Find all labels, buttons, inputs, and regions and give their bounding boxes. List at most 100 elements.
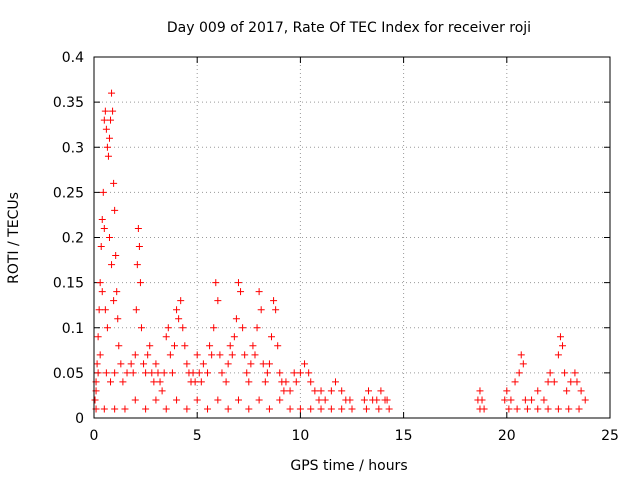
data-point [234,279,242,287]
data-point [110,179,118,187]
data-point [581,396,589,404]
data-point [476,387,484,395]
data-point [156,378,164,386]
y-tick-label: 0 [75,411,84,427]
data-point [152,396,160,404]
data-point [123,369,131,377]
data-point [556,333,564,341]
data-point [177,297,185,305]
data-point [204,405,212,413]
data-point [132,306,140,314]
x-tick-label: 10 [291,428,309,444]
data-point [181,342,189,350]
data-point [511,378,519,386]
data-point [327,387,335,395]
data-point [265,360,273,368]
data-point [119,378,127,386]
data-point [245,405,253,413]
data-point [230,333,238,341]
data-point [385,405,393,413]
data-point [160,369,168,377]
data-point [117,360,125,368]
data-point [99,188,107,196]
data-point [100,405,108,413]
data-point [561,369,569,377]
data-point [251,351,259,359]
data-point [191,378,199,386]
data-point [348,405,356,413]
data-point [98,288,106,296]
data-point [173,306,181,314]
data-point [327,405,335,413]
data-point [234,396,242,404]
data-point [317,387,325,395]
data-point [265,405,273,413]
data-point [276,396,284,404]
x-tick-labels: 0 5 10 15 20 25 [90,428,619,444]
data-point [154,369,162,377]
data-point [305,369,313,377]
data-point [307,378,315,386]
data-point [478,396,486,404]
axis-ticks [93,56,611,419]
data-point [108,89,116,97]
data-point [162,333,170,341]
grid-lines [94,57,610,418]
data-point [261,378,269,386]
data-point [292,378,300,386]
data-point [515,369,523,377]
data-point [226,342,234,350]
y-tick-label: 0.15 [53,276,84,292]
data-point [107,378,115,386]
data-point [577,387,585,395]
data-point [247,360,255,368]
data-point [365,387,373,395]
data-point [550,378,558,386]
data-point [110,297,118,305]
data-point [282,378,290,386]
data-point [218,369,226,377]
data-point [103,143,111,151]
data-point [301,360,309,368]
data-point [100,116,108,124]
data-point [255,396,263,404]
y-tick-label: 0.35 [53,95,84,111]
data-point [115,342,123,350]
data-point [103,324,111,332]
data-point [111,206,119,214]
data-point [315,396,323,404]
x-tick-label: 25 [601,428,619,444]
data-point [528,396,536,404]
data-point [375,405,383,413]
data-point [204,369,212,377]
data-point [101,107,109,115]
data-point [476,405,484,413]
data-point [559,342,567,350]
data-point [173,396,181,404]
x-tick-label: 5 [193,428,202,444]
x-axis-label: GPS time / hours [290,458,407,474]
data-point [517,351,525,359]
data-point [199,360,207,368]
data-point [346,396,354,404]
y-tick-label: 0.05 [53,366,84,382]
y-tick-labels: 0 0.05 0.1 0.15 0.2 0.25 0.3 0.35 0.4 [53,50,84,427]
data-point [140,360,148,368]
data-point [193,351,201,359]
data-point [102,369,110,377]
data-point [158,387,166,395]
data-point [97,243,105,251]
data-point [501,396,509,404]
data-point [214,396,222,404]
data-point [107,116,115,124]
data-point [212,279,220,287]
y-tick-label: 0.1 [62,321,84,337]
data-point [272,306,280,314]
data-point [134,224,142,232]
data-point [503,387,511,395]
data-point [137,324,145,332]
data-point [222,378,230,386]
data-point [554,351,562,359]
data-point [195,369,203,377]
data-point [243,369,251,377]
